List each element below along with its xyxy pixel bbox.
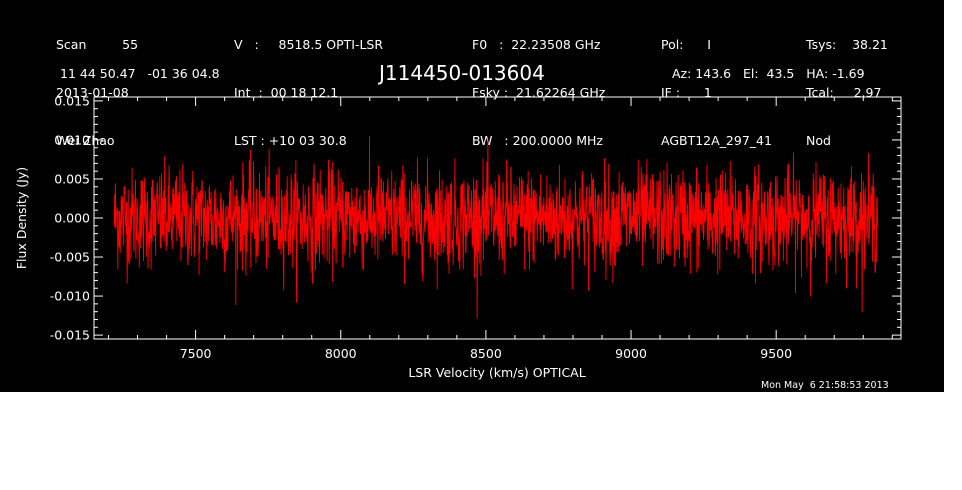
x-tick-label: 7500 <box>180 346 212 361</box>
coordinates-label: 11 44 50.47 -01 36 04.8 <box>60 66 220 81</box>
x-tick-label: 8000 <box>325 346 357 361</box>
y-tick-label: -0.010 <box>50 289 90 304</box>
x-tick-label: 9000 <box>615 346 647 361</box>
header-col-3: F0 : 22.23508 GHz Fsky : 21.62264 GHz BW… <box>472 5 605 165</box>
header-col-4: Pol: I IF : 1 AGBT12A_297_41 <box>661 5 772 165</box>
scan-label: Scan 55 <box>56 37 139 52</box>
rest-freq-label: F0 : 22.23508 GHz <box>472 37 601 52</box>
project-label: AGBT12A_297_41 <box>661 133 772 148</box>
integration-label: Int : 00 18 12.1 <box>234 85 339 100</box>
spectrum-trace-group <box>113 136 879 319</box>
y-tick-label: 0.015 <box>54 93 90 108</box>
x-tick-label: 9500 <box>760 346 792 361</box>
header-col-5: Tsys: 38.21 Tcal: 2.97 Nod <box>806 5 888 165</box>
header-col-1: Scan 55 2013-01-08 Wei Zhao <box>56 5 138 165</box>
pointing-label: Az: 143.6 El: 43.5 HA: -1.69 <box>672 66 865 81</box>
spectrum-line <box>113 136 879 319</box>
date-label: 2013-01-08 <box>56 85 129 100</box>
procedure-label: Nod <box>806 133 831 148</box>
tcal-label: Tcal: 2.97 <box>806 85 882 100</box>
y-axis-label: Flux Density (Jy) <box>14 167 29 269</box>
tick-group: 7500 8000 8500 9000 9500 -0.015 -0.010 -0.005 0.… <box>50 93 901 361</box>
tsys-label: Tsys: 38.21 <box>806 37 888 52</box>
observer-label: Wei Zhao <box>56 133 115 148</box>
y-tick-label: 0.000 <box>54 211 90 226</box>
y-tick-label: 0.010 <box>54 132 90 147</box>
y-tick-label: -0.015 <box>50 328 90 343</box>
y-tick-label: 0.005 <box>54 171 90 186</box>
spectrum-chart: 7500 8000 8500 9000 9500 -0.015 -0.010 -0.005 0.… <box>14 93 902 380</box>
sky-freq-label: Fsky : 21.62264 GHz <box>472 85 606 100</box>
x-tick-label: 8500 <box>470 346 502 361</box>
velocity-label: V : 8518.5 OPTI-LSR <box>234 37 384 52</box>
timestamp-label: Mon May 6 21:58:53 2013 <box>761 380 889 391</box>
if-label: IF : 1 <box>661 85 712 100</box>
bandwidth-label: BW : 200.0000 MHz <box>472 133 603 148</box>
polarization-label: Pol: I <box>661 37 711 52</box>
source-name: J114450-013604 <box>379 61 545 85</box>
y-tick-label: -0.005 <box>50 250 90 265</box>
lst-label: LST : +10 03 30.8 <box>234 133 347 148</box>
header-col-2: V : 8518.5 OPTI-LSR Int : 00 18 12.1 LST… <box>234 5 383 165</box>
x-axis-label: LSR Velocity (km/s) OPTICAL <box>408 365 585 380</box>
